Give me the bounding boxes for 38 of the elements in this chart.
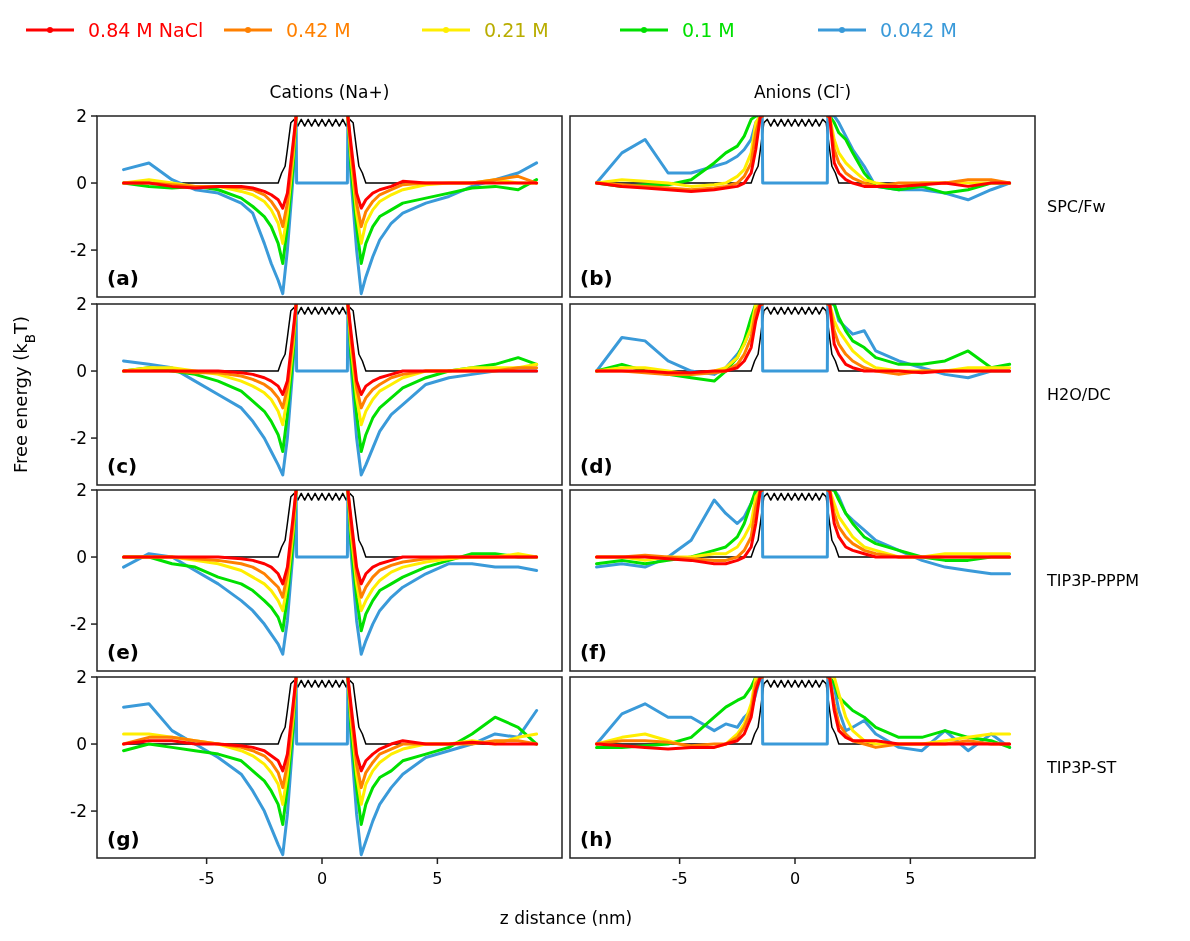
annotation: (c): [107, 454, 138, 478]
text: TIP3P-ST: [1046, 758, 1117, 778]
y-tick-label: 0: [76, 546, 87, 567]
y-tick-label: -2: [70, 240, 87, 261]
annotation: (e): [107, 640, 139, 664]
x-axis-title: z distance (nm): [499, 908, 633, 928]
y-tick-label: 0: [76, 733, 87, 754]
text: SPC/Fw: [1047, 197, 1106, 217]
y-tick-label: 2: [76, 105, 87, 126]
x-tick-label: 0: [789, 869, 801, 888]
legend-label: 0.1 M: [682, 18, 735, 41]
annotation: (a): [107, 266, 139, 290]
y-tick-label: 2: [76, 293, 87, 314]
x-tick-label: 5: [432, 869, 443, 888]
annotation: (b): [580, 266, 613, 290]
y-tick-label: 2: [76, 666, 87, 687]
legend-label: 0.42 M: [286, 18, 351, 41]
text: TIP3P-PPPM: [1046, 571, 1140, 591]
y-tick-label: -2: [70, 428, 87, 449]
y-tick-label: -2: [70, 614, 87, 635]
chart-title: Cations (Na+): [269, 82, 390, 102]
legend-label: 0.21 M: [484, 18, 549, 41]
annotation: (h): [580, 827, 613, 851]
y-tick-label: 0: [76, 360, 87, 381]
x-tick-label: -5: [671, 869, 688, 888]
y-tick-label: -2: [70, 801, 87, 822]
annotation: (d): [580, 454, 613, 478]
y-tick-label: 2: [76, 479, 87, 500]
text: H2O/DC: [1047, 385, 1111, 405]
x-tick-label: -5: [198, 869, 215, 888]
x-tick-label: 0: [316, 869, 328, 888]
chart-title: Anions (Cl$^{-}$): [753, 78, 852, 102]
annotation: (g): [107, 827, 140, 851]
legend-label: 0.042 M: [880, 18, 957, 41]
y-tick-label: 0: [76, 172, 87, 193]
legend-label: 0.84 M NaCl: [88, 18, 204, 41]
x-tick-label: 5: [905, 869, 916, 888]
annotation: (f): [580, 640, 607, 664]
